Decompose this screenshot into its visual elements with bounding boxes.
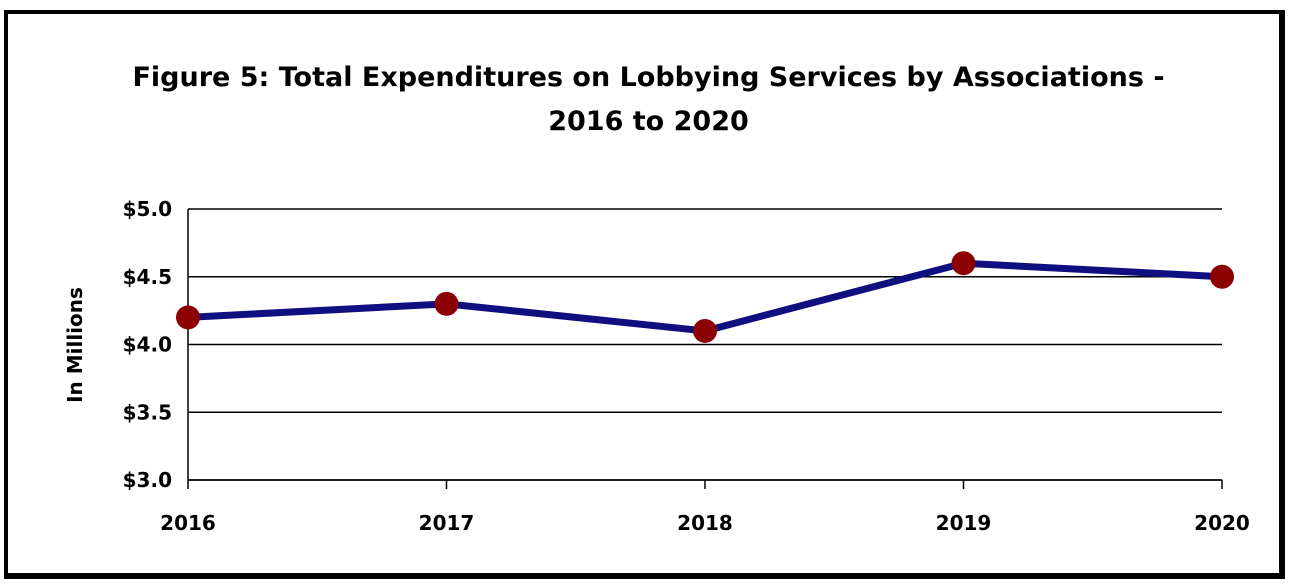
y-tick-label: $3.0 [123, 468, 172, 492]
y-axis-title: In Millions [63, 287, 87, 403]
data-point-2018 [693, 318, 717, 343]
x-tick-label: 2019 [936, 511, 992, 535]
data-point-2020 [1210, 264, 1234, 289]
series-layer [176, 251, 1234, 343]
x-tick-label: 2018 [677, 511, 733, 535]
chart-frame [4, 10, 1285, 579]
y-tick-label: $4.5 [123, 265, 172, 289]
gridlines [188, 208, 1222, 481]
x-tick-label: 2017 [419, 511, 475, 535]
data-point-2019 [951, 251, 976, 276]
y-tick-labels: $5.0 $4.5 $4.0 $3.5 $3.0 [123, 197, 172, 492]
chart-title-line-2: 2016 to 2020 [548, 106, 749, 137]
data-point-2017 [434, 291, 459, 316]
axes [187, 209, 1223, 489]
x-tick-label: 2020 [1194, 511, 1250, 535]
y-tick-label: $5.0 [123, 197, 172, 221]
x-tick-labels: 2016 2017 2018 2019 2020 [160, 511, 1250, 535]
data-point-2016 [176, 305, 200, 330]
y-tick-label: $4.0 [123, 333, 172, 357]
y-tick-label: $3.5 [123, 400, 172, 424]
chart-title: Figure 5: Total Expenditures on Lobbying… [0, 56, 1297, 144]
x-tick-label: 2016 [160, 511, 216, 535]
chart-title-line-1: Figure 5: Total Expenditures on Lobbying… [132, 62, 1165, 93]
